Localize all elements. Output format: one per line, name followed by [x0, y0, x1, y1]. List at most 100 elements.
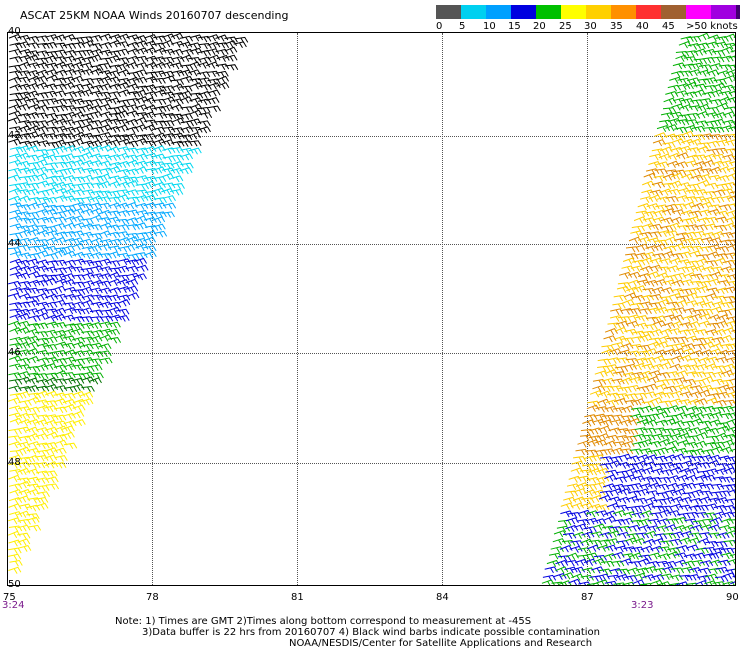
wind-barb — [35, 399, 50, 406]
wind-barb — [144, 224, 159, 232]
wind-barb — [81, 336, 95, 344]
wind-barb — [699, 560, 714, 567]
wind-barb — [624, 399, 639, 406]
wind-barb — [81, 299, 95, 307]
wind-barb — [604, 580, 618, 585]
wind-barb — [706, 69, 720, 77]
wind-barb — [696, 110, 710, 119]
wind-barb — [26, 167, 40, 175]
wind-barb — [626, 567, 640, 575]
wind-barb — [170, 154, 185, 161]
wind-barb — [54, 278, 68, 286]
wind-barb — [728, 307, 735, 312]
wind-barb — [612, 302, 626, 310]
wind-barb — [9, 153, 23, 161]
wind-barb — [98, 252, 113, 260]
wind-barb — [89, 54, 102, 62]
wind-barb — [71, 364, 85, 371]
wind-barb — [134, 116, 148, 125]
wind-barb — [658, 581, 671, 585]
wind-barb — [81, 272, 95, 280]
wind-barb — [36, 196, 51, 204]
wind-barb — [89, 160, 103, 168]
wind-barb — [649, 328, 664, 337]
wind-barb — [723, 467, 735, 475]
wind-barb — [642, 217, 657, 224]
wind-barb — [44, 442, 58, 449]
wind-barb — [716, 70, 731, 78]
wind-barb — [72, 90, 86, 98]
wind-barb — [62, 328, 76, 336]
wind-barb — [81, 196, 95, 203]
wind-barb — [178, 134, 193, 141]
wind-barb — [693, 154, 708, 161]
wind-barb — [62, 126, 76, 134]
wind-barb — [152, 126, 166, 134]
wind-barb — [81, 280, 95, 288]
wind-barb — [633, 433, 647, 441]
wind-barb — [658, 509, 672, 517]
wind-barb — [713, 328, 727, 337]
wind-barb — [698, 280, 712, 288]
wind-barb — [687, 398, 701, 406]
wind-barb — [727, 483, 735, 488]
wind-barb — [613, 476, 628, 484]
wind-barb — [705, 216, 719, 224]
wind-barb — [568, 578, 582, 585]
wind-barb — [688, 138, 702, 147]
wind-barb — [644, 211, 658, 218]
wind-barb — [143, 133, 157, 140]
wind-barb — [62, 82, 76, 90]
wind-barb — [701, 91, 716, 99]
wind-barb — [628, 308, 642, 315]
wind-barb — [80, 391, 94, 399]
wind-barb — [62, 412, 76, 420]
wind-barb — [26, 217, 40, 225]
wind-barb — [729, 406, 735, 409]
wind-barb — [153, 61, 167, 70]
wind-barb — [107, 337, 122, 344]
legend-label: 5 — [459, 21, 466, 32]
wind-barb — [18, 287, 32, 294]
wind-barb — [108, 175, 122, 183]
legend-swatch — [736, 5, 740, 19]
wind-barb — [700, 349, 713, 357]
wind-barb — [612, 483, 626, 491]
wind-barb — [27, 483, 41, 490]
wind-barb — [9, 301, 23, 309]
wind-barb — [117, 146, 131, 154]
wind-barb — [43, 216, 57, 224]
wind-barb — [62, 42, 77, 50]
wind-barb — [17, 326, 31, 335]
wind-barb — [99, 75, 113, 84]
wind-barb — [598, 568, 613, 575]
wind-barb — [595, 579, 610, 585]
wind-barb — [35, 477, 50, 484]
legend-swatch — [661, 5, 686, 19]
wind-barb — [674, 342, 688, 350]
wind-barb — [730, 86, 735, 88]
wind-barb — [728, 90, 735, 94]
wind-barb — [71, 242, 85, 251]
wind-barb — [152, 182, 166, 190]
wind-barb — [134, 252, 148, 259]
wind-barb — [648, 231, 662, 238]
wind-barb — [90, 301, 104, 309]
wind-barb — [592, 489, 606, 497]
wind-barb — [644, 323, 658, 331]
wind-barb — [717, 280, 731, 287]
wind-barb — [90, 279, 104, 288]
wind-barb — [687, 320, 701, 329]
wind-barb — [16, 41, 31, 49]
wind-barb — [601, 448, 616, 455]
wind-barb — [26, 513, 40, 520]
wind-barb — [206, 97, 220, 105]
wind-barb — [633, 216, 647, 224]
wind-barb — [197, 49, 212, 57]
wind-barb — [171, 117, 185, 125]
wind-barb — [634, 252, 648, 260]
wind-barb — [657, 372, 671, 379]
wind-barb — [89, 134, 103, 141]
wind-barb — [81, 140, 95, 148]
wind-barb — [677, 77, 691, 85]
